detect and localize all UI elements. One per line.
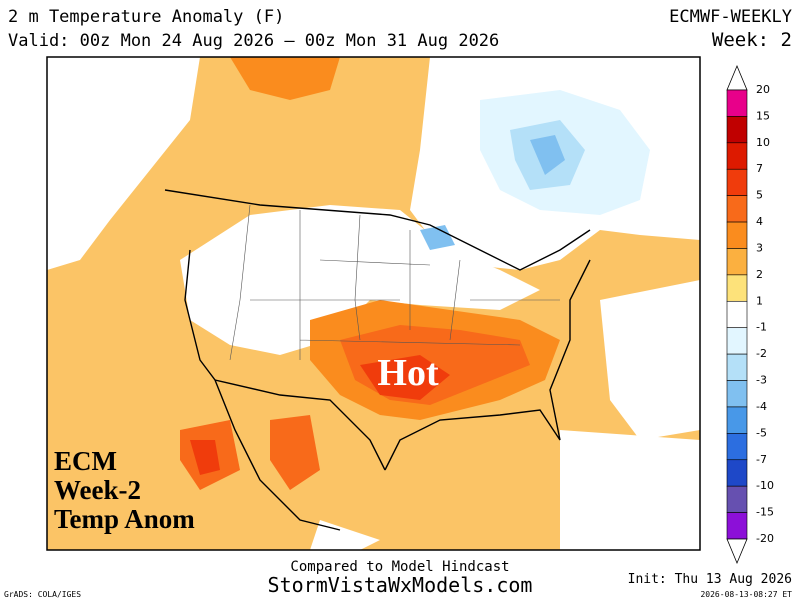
colorbar-swatch	[726, 459, 748, 487]
colorbar-swatch	[726, 433, 748, 461]
model-name: ECMWF-WEEKLY	[669, 7, 792, 27]
country-border	[164, 189, 591, 271]
country-border	[214, 379, 386, 471]
colorbar-label: -3	[756, 374, 767, 387]
neutral-area	[47, 57, 200, 270]
colorbar-label: -10	[756, 479, 774, 492]
caption-line: ECM	[54, 446, 117, 476]
warm-area	[230, 57, 340, 100]
colorbar-swatch	[726, 380, 748, 408]
week-label: Week: 2	[712, 29, 792, 51]
colorbar-swatch	[726, 406, 748, 434]
colorbar-label: 3	[756, 241, 763, 254]
colorbar-label: 1	[756, 294, 763, 307]
colorbar-label: 4	[756, 215, 763, 228]
title: 2 m Temperature Anomaly (F)	[8, 7, 284, 27]
coastline	[184, 249, 341, 531]
site-name: StormVistaWxModels.com	[268, 573, 533, 597]
cool-area	[530, 135, 565, 175]
colorbar-label: -5	[756, 426, 767, 439]
colorbar-swatch	[726, 327, 748, 355]
colorbar-end	[726, 538, 748, 565]
colorbar-swatch	[726, 274, 748, 302]
colorbar: 20 15 10 7 5 4 3 2 1 -1 -2 -3 -4 -5 -7 -10 -15 -20	[726, 64, 774, 565]
colorbar-swatch	[726, 248, 748, 276]
cool-area	[420, 225, 455, 250]
colorbar-swatch	[726, 195, 748, 223]
valid-period: Valid: 00z Mon 24 Aug 2026 — 00z Mon 31 …	[8, 31, 499, 51]
state-lines	[229, 204, 560, 361]
colorbar-label: 10	[756, 136, 770, 149]
colorbar-swatch	[726, 142, 748, 170]
caption-line: Week-2	[54, 475, 141, 505]
colorbar-end	[726, 64, 748, 91]
colorbar-label: 20	[756, 83, 770, 96]
coastline	[384, 259, 591, 471]
colorbar-swatch	[726, 116, 748, 144]
timestamp: 2026-08-13-08:27 ET	[700, 590, 792, 599]
warm-area	[270, 415, 320, 490]
colorbar-label: -2	[756, 347, 767, 360]
hot-annotation: Hot	[377, 352, 439, 394]
map-frame	[46, 56, 701, 551]
colorbar-swatch	[726, 221, 748, 249]
colorbar-label: 5	[756, 189, 763, 202]
colorbar-label: -20	[756, 532, 774, 545]
colorbar-label: -7	[756, 453, 767, 466]
warm-area	[360, 355, 450, 400]
colorbar-label: 7	[756, 162, 763, 175]
colorbar-label: 15	[756, 109, 770, 122]
colorbar-swatch	[726, 89, 748, 117]
colorbar-swatch	[726, 512, 748, 540]
colorbar-swatch	[726, 353, 748, 381]
colorbar-label: -1	[756, 321, 767, 334]
colorbar-swatch	[726, 300, 748, 329]
init-time: Init: Thu 13 Aug 2026	[628, 572, 792, 587]
neutral-area	[600, 280, 700, 440]
warm-area	[190, 440, 220, 475]
colorbar-label: -4	[756, 400, 767, 413]
caption-line: Temp Anom	[54, 504, 195, 534]
colorbar-swatch	[726, 485, 748, 513]
neutral-area	[560, 430, 700, 550]
hindcast-note: Compared to Model Hindcast	[290, 559, 509, 575]
colorbar-label: 2	[756, 268, 763, 281]
colorbar-label: -15	[756, 506, 774, 519]
colorbar-swatch	[726, 168, 748, 196]
credit: GrADS: COLA/IGES	[4, 590, 81, 599]
neutral-area	[180, 205, 540, 355]
